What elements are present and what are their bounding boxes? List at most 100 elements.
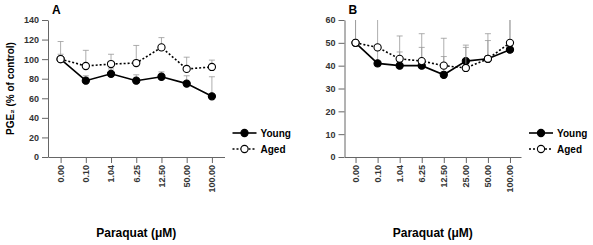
error-cap <box>133 74 139 75</box>
y-tick: 120 <box>24 35 48 45</box>
x-tick-label: 100.00 <box>207 165 217 193</box>
marker <box>374 60 381 67</box>
x-tick-mark <box>422 157 423 163</box>
x-tick-label: 50.00 <box>182 165 192 188</box>
x-axis: 0.000.101.046.2512.5050.00100.00 <box>49 157 226 193</box>
y-tick-mark <box>42 118 48 119</box>
error-cap <box>83 75 89 76</box>
error-cap <box>441 38 447 39</box>
error-cap <box>158 37 164 38</box>
y-axis: 0102030405060 <box>325 15 345 162</box>
error-cap <box>133 45 139 46</box>
y-tick-label: 120 <box>24 35 39 45</box>
x-tick: 50.00 <box>483 157 493 188</box>
error-cap <box>58 41 64 42</box>
error-cap <box>158 71 164 72</box>
x-tick-mark <box>488 157 489 163</box>
series <box>57 38 215 73</box>
y-axis: 020406080100120140 <box>24 15 49 162</box>
y-tick-mark <box>42 20 48 21</box>
marker <box>183 80 190 87</box>
y-tick-mark <box>42 157 48 158</box>
error-cap <box>485 33 491 34</box>
y-tick-label: 20 <box>29 133 39 143</box>
y-tick-mark <box>339 111 345 112</box>
x-tick-label: 12.50 <box>439 165 449 188</box>
panel: 01020304050600.000.101.046.2512.5025.005… <box>325 3 587 240</box>
y-tick-mark <box>339 157 345 158</box>
series <box>57 54 215 100</box>
x-tick: 0.00 <box>351 157 361 183</box>
error-cap <box>463 45 469 46</box>
legend-marker <box>537 129 544 136</box>
y-tick-label: 140 <box>24 15 39 25</box>
legend-label: Young <box>261 128 291 139</box>
marker <box>506 46 513 53</box>
legend-label: Aged <box>557 144 582 155</box>
y-tick: 40 <box>29 113 48 123</box>
marker <box>82 77 89 84</box>
marker <box>57 56 64 63</box>
y-tick: 20 <box>325 107 344 117</box>
panel-title: B <box>349 3 358 17</box>
x-tick: 1.04 <box>395 157 405 183</box>
series-line <box>61 59 212 96</box>
x-tick: 25.00 <box>461 157 471 188</box>
marker <box>158 73 165 80</box>
marks <box>57 38 215 100</box>
legend-entry: Aged <box>233 144 286 155</box>
marker <box>352 39 359 46</box>
marker <box>418 58 425 65</box>
x-tick: 0.10 <box>81 157 91 183</box>
x-axis: 0.00 0.10 1.04 6.25 12.50 25.00 50.00 100.00 <box>345 157 522 193</box>
x-tick-mark <box>378 157 379 163</box>
marker <box>208 93 215 100</box>
y-tick-label: 100 <box>24 55 39 65</box>
y-tick-mark <box>42 79 48 80</box>
x-tick: 1.04 <box>106 157 116 183</box>
y-tick-label: 60 <box>29 94 39 104</box>
x-tick: 6.25 <box>417 157 427 183</box>
x-tick-mark <box>86 157 87 163</box>
x-tick-label: 50.00 <box>483 165 493 188</box>
legend-marker <box>241 145 248 152</box>
y-tick-mark <box>339 89 345 90</box>
marker <box>133 77 140 84</box>
marker <box>208 63 215 70</box>
x-tick-label: 100.00 <box>505 165 515 193</box>
error-cap <box>209 60 215 61</box>
legend-marker <box>241 129 248 136</box>
x-tick: 12.50 <box>157 157 167 188</box>
x-tick-label: 1.04 <box>395 165 405 183</box>
legend-entry: Young <box>233 128 291 139</box>
y-axis-title: PGE₂ (% of control) <box>5 42 16 135</box>
y-tick: 10 <box>325 130 344 140</box>
marker <box>506 39 513 46</box>
x-tick-mark <box>466 157 467 163</box>
legend-label: Aged <box>261 144 286 155</box>
y-tick-label: 30 <box>325 84 335 94</box>
legend-marker <box>537 145 544 152</box>
y-tick: 0 <box>330 152 344 162</box>
y-tick-mark <box>339 43 345 44</box>
y-tick: 50 <box>325 38 344 48</box>
y-tick: 60 <box>325 15 344 25</box>
y-tick-label: 40 <box>29 113 39 123</box>
y-tick: 140 <box>24 15 48 25</box>
y-tick-label: 50 <box>325 38 335 48</box>
x-tick-label: 0.10 <box>373 165 383 183</box>
y-tick-mark <box>339 134 345 135</box>
y-tick-mark <box>42 40 48 41</box>
marker <box>352 39 359 46</box>
marker <box>107 70 114 77</box>
y-axis-line <box>48 21 49 158</box>
error-cap <box>209 76 215 77</box>
error-cap <box>397 35 403 36</box>
y-tick-label: 20 <box>325 107 335 117</box>
marker <box>484 55 491 62</box>
x-tick-mark <box>136 157 137 163</box>
y-tick-label: 0 <box>330 152 335 162</box>
y-tick: 30 <box>325 84 344 94</box>
marker <box>82 62 89 69</box>
marker <box>462 64 469 71</box>
